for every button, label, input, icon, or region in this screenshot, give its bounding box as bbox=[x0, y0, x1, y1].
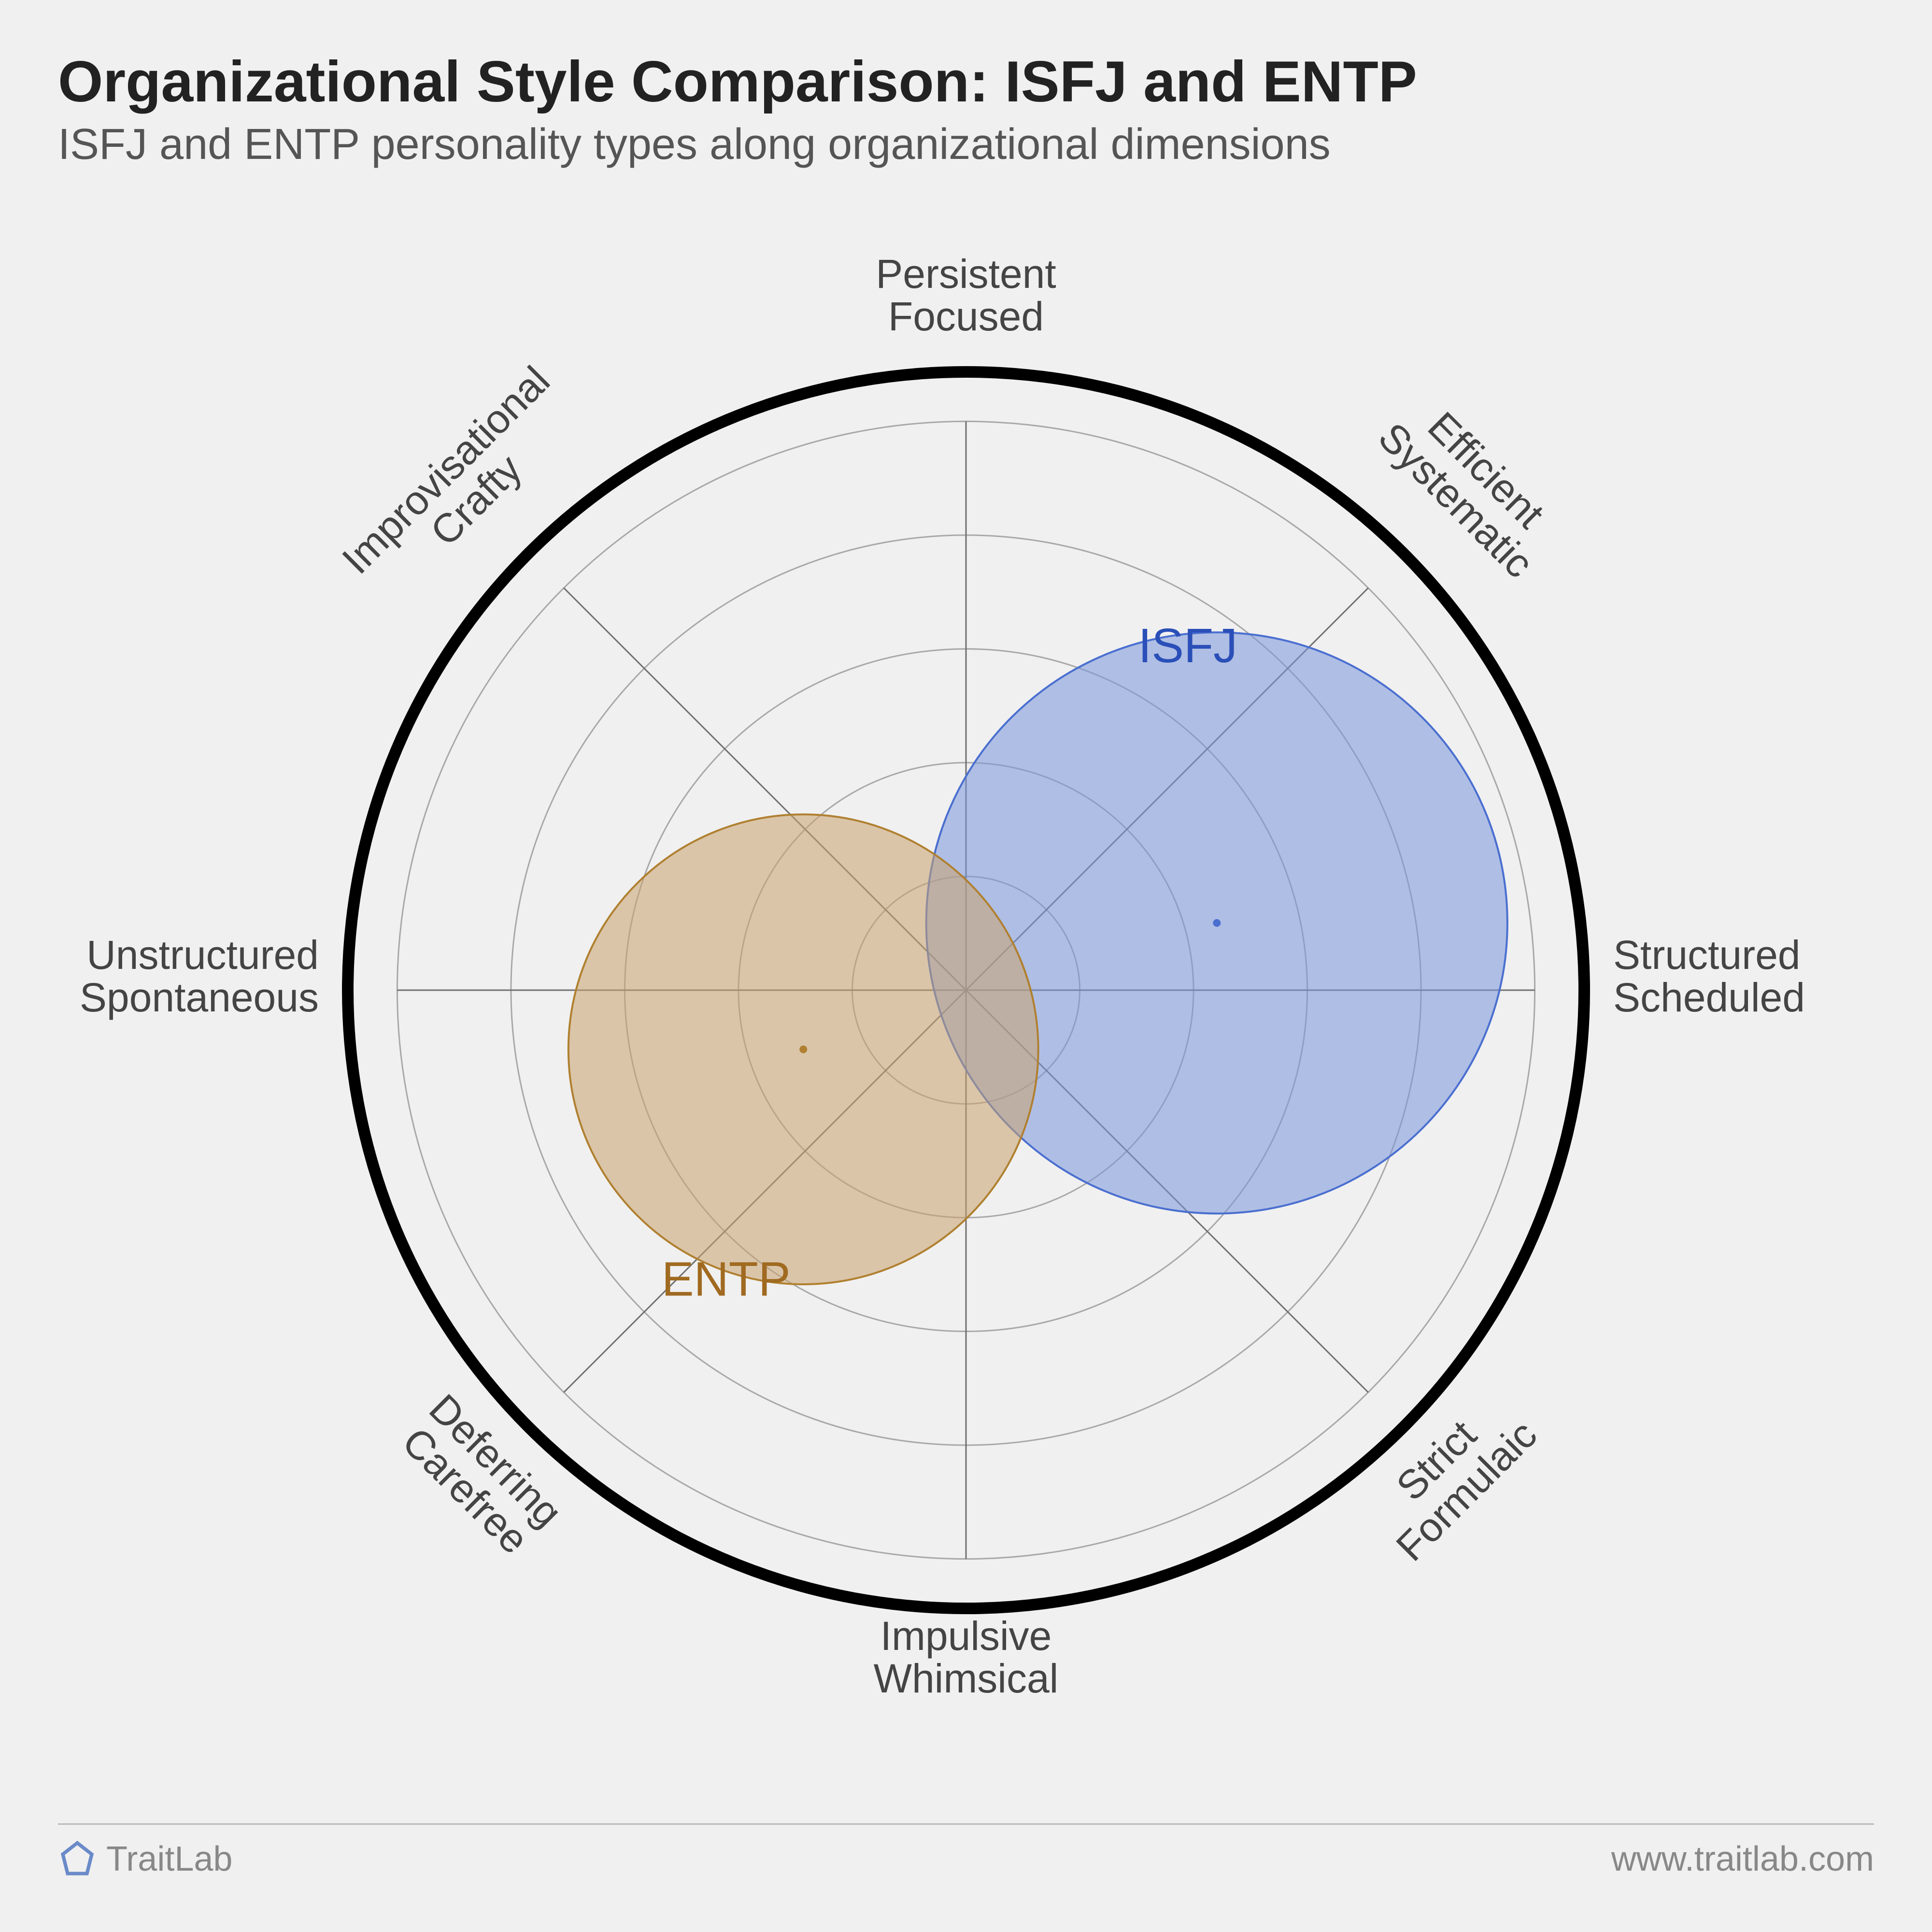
brand: TraitLab bbox=[58, 1839, 232, 1879]
axis-label: ImpulsiveWhimsical bbox=[874, 1613, 1059, 1701]
radar-chart: ISFJENTPPersistentFocusedEfficientSystem… bbox=[0, 0, 1932, 1932]
axis-label: DeferringCarefree bbox=[391, 1385, 571, 1565]
axis-label: StrictFormulaic bbox=[1357, 1381, 1546, 1570]
bubble-label-entp: ENTP bbox=[662, 1252, 791, 1307]
axis-label-line2: Scheduled bbox=[1613, 975, 1805, 1020]
brand-url: www.traitlab.com bbox=[1611, 1839, 1874, 1879]
axis-label-line2: Spontaneous bbox=[80, 975, 319, 1020]
brand-logo-icon bbox=[58, 1840, 97, 1878]
bubble-label-isfj: ISFJ bbox=[1138, 619, 1237, 673]
axis-label: ImprovisationalCrafty bbox=[333, 357, 588, 612]
axis-label-line1: Impulsive bbox=[881, 1613, 1052, 1659]
axis-label: UnstructuredSpontaneous bbox=[80, 932, 319, 1020]
axis-label-line2: Focused bbox=[888, 294, 1044, 339]
axis-label-line1: Structured bbox=[1613, 932, 1801, 978]
bubble-center-entp bbox=[799, 1046, 807, 1053]
footer: TraitLab www.traitlab.com bbox=[58, 1823, 1874, 1879]
axis-label-line1: Persistent bbox=[876, 251, 1056, 297]
axis-label: StructuredScheduled bbox=[1613, 932, 1805, 1020]
axis-label-line1: Unstructured bbox=[86, 932, 319, 978]
axis-label: PersistentFocused bbox=[876, 251, 1056, 339]
axis-label-line1: Improvisational bbox=[333, 357, 558, 582]
brand-name: TraitLab bbox=[106, 1839, 232, 1879]
axis-label-line2: Whimsical bbox=[874, 1656, 1059, 1701]
bubble-center-isfj bbox=[1213, 919, 1221, 927]
